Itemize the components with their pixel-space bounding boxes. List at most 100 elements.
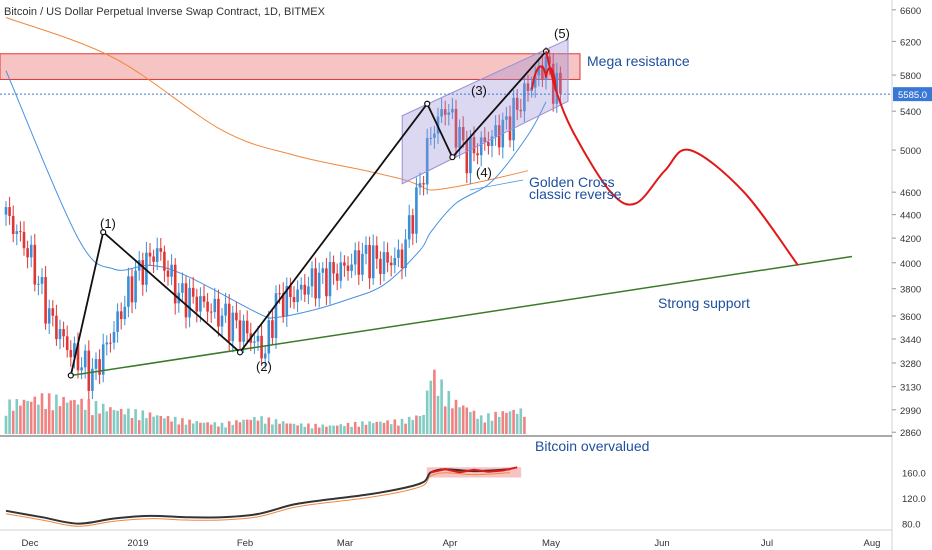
candle-body [231,312,235,342]
volume-bar [278,423,281,434]
candle-body [353,250,357,265]
volume-bar [263,423,267,434]
candle-body [443,109,447,115]
axis-layer: 6600 6200 5800 5400 5000 4600 4400 4200 4000 3800… [22,6,932,549]
candle-body [4,207,8,215]
candle-body [487,142,490,147]
rising-channel [401,38,569,185]
volume-bar [245,419,249,434]
candle-body [335,273,339,281]
price-tick-label: 3440 [900,335,921,346]
candle-body [454,108,458,148]
candle-body [26,248,29,258]
volume-bar [375,421,379,434]
price-tick-label: 5000 [900,146,921,157]
candle-body [537,65,541,76]
volume-bar [343,426,346,434]
volume-bar [195,421,199,434]
volume-bar [357,426,361,434]
candle-body [296,289,299,303]
volume-bar [8,399,11,434]
volume-bar [127,408,130,434]
volume-bar [350,426,353,434]
candle-body [339,262,343,281]
candle-body [458,127,461,148]
volume-bar [368,421,371,434]
candle-body [15,231,19,234]
volume-bar [220,422,224,434]
price-tick-label: 4400 [900,211,921,222]
volume-bar [393,419,397,434]
candle-body [11,215,15,234]
volume-bar [130,418,134,434]
volume-bar [188,419,191,434]
volume-bar [469,412,472,434]
volume-bar [386,420,389,434]
volume-bar [209,424,213,434]
volume-bar [325,426,328,434]
volume-bar [512,409,515,434]
wave-1-label: (1) [100,216,116,231]
time-tick-label: Feb [237,538,253,549]
candle-body [368,244,371,279]
volume-bar [256,420,260,434]
volume-bar [303,426,307,434]
volume-bar [497,416,501,434]
volume-bar [519,408,523,434]
candle-body [62,329,65,337]
time-tick-label: Dec [22,538,39,549]
ma200-line [5,17,529,191]
volume-bar [235,420,238,434]
ma50-line [5,70,547,319]
candle-body [73,343,76,358]
candle-body [33,244,37,285]
volume-bar [472,410,476,434]
volume-bar [163,418,166,434]
volume-bar [224,427,227,434]
candle-body [116,311,119,332]
candle-layer [4,46,562,400]
wave-point [67,372,74,379]
candle-body [152,256,155,262]
candle-body [58,329,62,340]
candle-body [220,315,224,327]
volume-bar [11,410,15,434]
volume-bar [238,422,242,434]
volume-bar [33,396,37,434]
volume-bar [152,416,155,434]
candle-body [533,75,537,88]
volume-bar [177,424,181,434]
volume-bar [109,407,112,434]
candle-body [461,127,465,141]
candle-body [314,268,317,299]
candle-body [490,136,494,147]
candle-body [235,312,238,321]
price-tick-label: 4600 [900,188,921,199]
candle-body [22,232,26,249]
strong-support-label: Strong support [658,295,750,311]
support-trendline [70,255,853,377]
candle-body [188,287,191,318]
candle-body [271,320,274,338]
candle-body [325,268,328,297]
current-price-label: 5585.0 [898,90,927,101]
volume-bar [415,415,418,434]
volume-bar [332,425,335,434]
volume-bar [389,424,393,434]
plot-background [0,0,892,550]
volume-bar [364,424,368,434]
volume-bar [155,415,159,434]
candle-body [483,137,487,143]
candle-body [105,342,109,345]
candle-body [278,293,281,295]
volume-bar [285,423,289,434]
candle-body [307,286,310,295]
volume-bar [371,423,375,434]
candle-body [469,137,472,174]
candle-body [285,285,289,317]
candle-body [238,320,242,342]
volume-bar [202,422,206,434]
volume-bar [505,412,508,434]
candle-body [109,342,112,344]
